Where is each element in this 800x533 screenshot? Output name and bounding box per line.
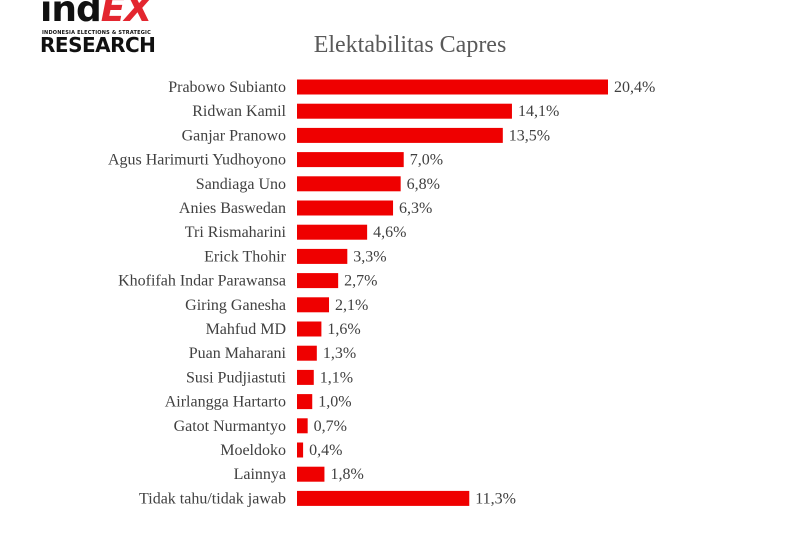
index-research-logo: indEX INDONESIA ELECTIONS & STRATEGIC RE… xyxy=(40,0,165,58)
value-label: 1,6% xyxy=(327,321,360,338)
value-label: 11,3% xyxy=(475,490,516,507)
bar xyxy=(297,466,325,482)
bar xyxy=(297,200,394,216)
logo-wordmark: indEX xyxy=(40,0,152,30)
category-label: Puan Maharani xyxy=(189,345,287,362)
chart-title: Elektabilitas Capres xyxy=(313,32,507,58)
category-label: Tidak tahu/tidak jawab xyxy=(139,490,286,507)
value-label: 1,1% xyxy=(320,369,353,386)
bar xyxy=(297,224,368,240)
value-label: 6,3% xyxy=(399,200,432,217)
value-label: 14,1% xyxy=(518,103,559,120)
value-label: 0,4% xyxy=(309,442,342,459)
category-label: Khofifah Indar Parawansa xyxy=(118,273,286,290)
category-label: Airlangga Hartarto xyxy=(165,394,286,411)
category-label: Lainnya xyxy=(234,466,286,483)
value-label: 1,0% xyxy=(318,394,351,411)
category-label: Sandiaga Uno xyxy=(196,176,286,193)
category-label: Tri Rismaharini xyxy=(185,224,287,241)
bar xyxy=(297,79,608,95)
bar xyxy=(297,321,322,337)
bar xyxy=(297,369,314,385)
value-label: 3,3% xyxy=(353,248,386,265)
bar xyxy=(297,345,317,361)
logo-ind-text: ind xyxy=(40,0,102,30)
value-label: 1,8% xyxy=(330,466,363,483)
value-label: 0,7% xyxy=(314,418,347,435)
value-label: 20,4% xyxy=(614,79,655,96)
bar xyxy=(297,103,512,119)
category-label: Anies Baswedan xyxy=(179,200,286,217)
category-label: Ridwan Kamil xyxy=(192,103,286,120)
value-label: 7,0% xyxy=(410,152,443,169)
bar xyxy=(297,490,470,506)
logo-ex-text: EX xyxy=(100,0,152,30)
bar xyxy=(297,248,348,264)
bar xyxy=(297,418,308,434)
bar xyxy=(297,297,330,313)
bar xyxy=(297,394,313,410)
category-label: Agus Harimurti Yudhoyono xyxy=(108,152,286,169)
bar xyxy=(297,152,404,168)
bar xyxy=(297,442,304,458)
category-label: Gatot Nurmantyo xyxy=(174,418,286,435)
bar xyxy=(297,176,401,192)
category-label: Prabowo Subianto xyxy=(168,79,286,96)
value-label: 2,1% xyxy=(335,297,368,314)
value-label: 13,5% xyxy=(509,127,550,144)
value-label: 4,6% xyxy=(373,224,406,241)
bar xyxy=(297,127,503,143)
logo-research-text: RESEARCH xyxy=(40,33,156,57)
category-label: Susi Pudjiastuti xyxy=(186,369,287,386)
category-label: Erick Thohir xyxy=(204,248,287,265)
category-label: Moeldoko xyxy=(220,442,286,459)
category-label: Mahfud MD xyxy=(206,321,286,338)
value-label: 6,8% xyxy=(407,176,440,193)
value-label: 1,3% xyxy=(323,345,356,362)
category-label: Giring Ganesha xyxy=(185,297,286,314)
bar xyxy=(297,273,339,289)
category-label: Ganjar Pranowo xyxy=(182,127,286,144)
value-label: 2,7% xyxy=(344,273,377,290)
logo-tagline: INDONESIA ELECTIONS & STRATEGIC xyxy=(42,30,151,36)
